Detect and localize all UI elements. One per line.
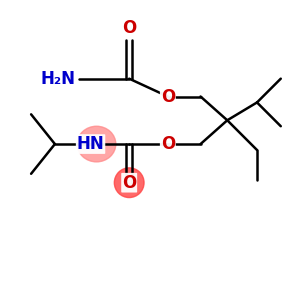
Ellipse shape <box>114 168 144 198</box>
Text: O: O <box>161 135 175 153</box>
Text: O: O <box>122 19 136 37</box>
Ellipse shape <box>77 126 116 162</box>
Text: HN: HN <box>77 135 104 153</box>
Text: O: O <box>161 88 175 106</box>
Text: H₂N: H₂N <box>41 70 76 88</box>
Text: O: O <box>122 174 136 192</box>
